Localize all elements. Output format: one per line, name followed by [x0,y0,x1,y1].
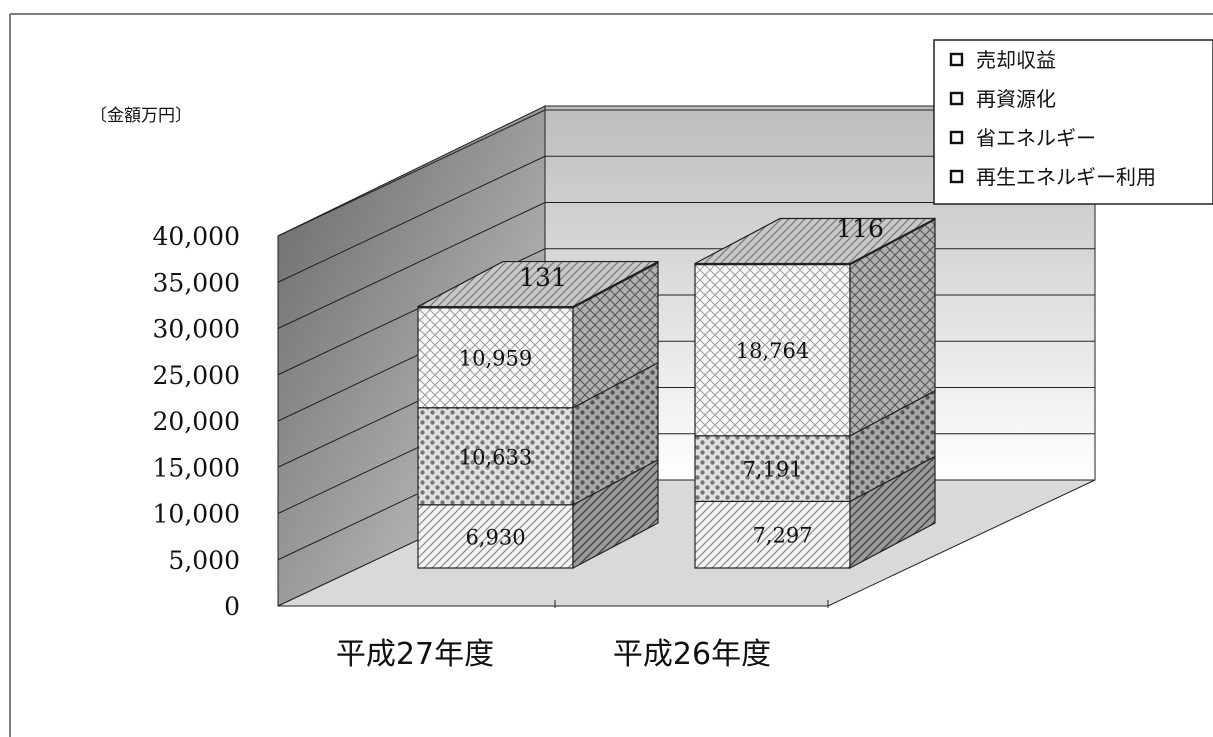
legend-entry: 再生エネルギー利用 [976,165,1156,189]
y-tick-label: 25,000 [153,361,240,390]
legend-swatch [949,130,964,145]
data-label: 18,764 [736,339,809,363]
data-label: 116 [836,214,884,243]
gridline-side [277,155,546,283]
legend-box [933,39,1213,205]
legend-swatch [949,169,964,184]
y-tick-label: 10,000 [153,500,240,529]
bar-segment-front [694,435,851,503]
legend-entry: 省エネルギー [976,126,1096,150]
legend-entry: 売却収益 [976,48,1056,72]
legend-entry: 再資源化 [976,87,1056,111]
gridline-side [277,109,546,237]
gridline-side [277,202,546,329]
y-axis-ticks: 0 5,000 10,000 15,000 20,000 25,000 30,000 35,0… [153,222,240,621]
data-label: 10,959 [459,347,532,371]
y-tick-label: 40,000 [153,222,240,251]
bar-segment-front [694,263,851,437]
data-label: 6,930 [465,525,525,549]
y-tick-label: 15,000 [153,453,240,482]
bar-segment-front [417,504,574,569]
data-label: 131 [519,263,567,292]
legend-swatch [949,91,964,106]
y-tick-label: 5,000 [168,546,240,575]
y-tick-label: 30,000 [153,315,240,344]
data-label: 10,633 [459,445,532,469]
data-label: 7,297 [752,524,812,548]
y-tick-label: 35,000 [153,268,240,297]
bar-stack: 6,930 10,633 10,959 131 [417,260,659,569]
y-tick-label: 20,000 [153,407,240,436]
bar-top-face [694,217,936,265]
x-category-label: 平成27年度 [336,637,494,672]
x-category-label: 平成26年度 [613,637,771,672]
y-unit-label: 〔金額万円〕 [90,106,192,126]
category-labels: 平成27年度 平成26年度 [336,637,771,672]
bar-segment-front [694,500,851,569]
bars: 6,930 10,633 10,959 131 7,297 7,191 18,764 116 [417,214,936,569]
legend-swatch [949,52,964,67]
y-tick-label: 0 [224,592,240,621]
bar-top-face [417,260,659,308]
bar-stack: 7,297 7,191 18,764 116 [694,214,936,569]
data-label: 7,191 [742,458,802,482]
